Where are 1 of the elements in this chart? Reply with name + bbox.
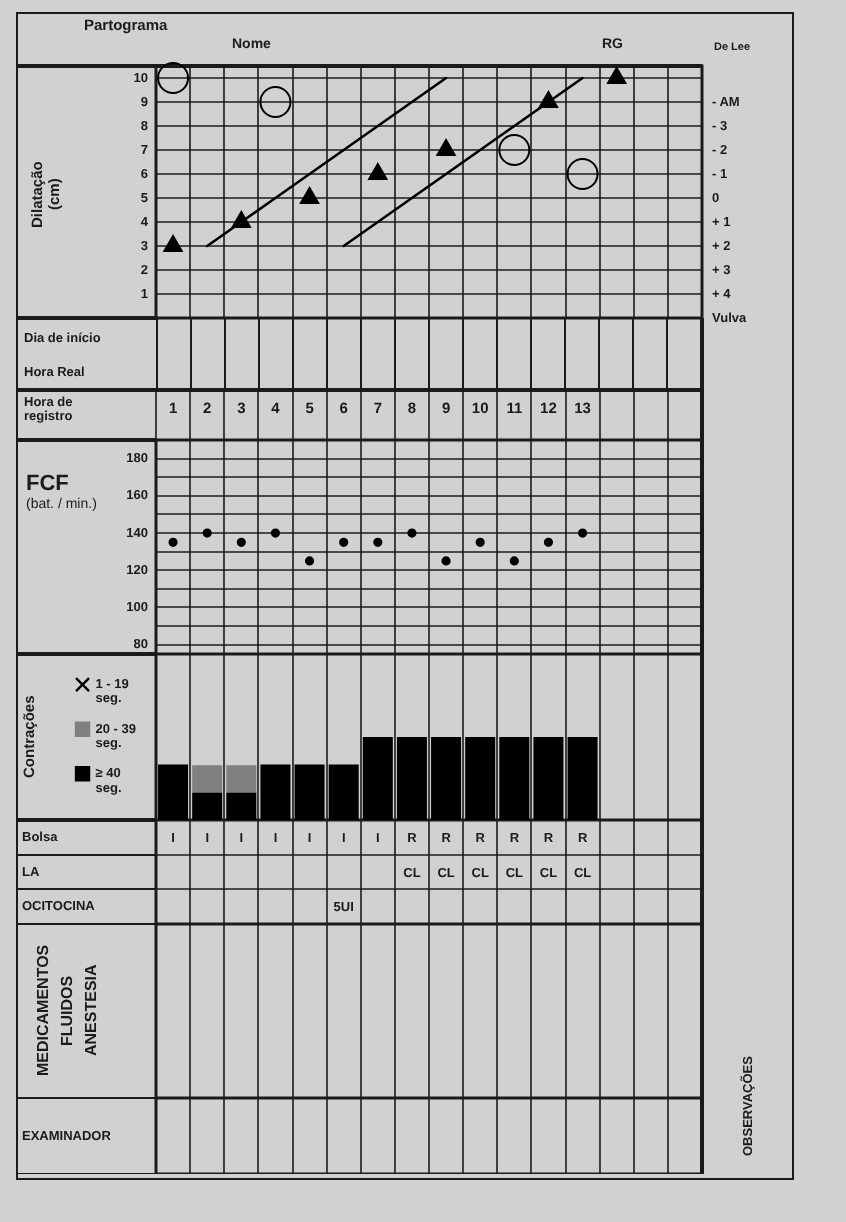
y-tick-label: MEDICAMENTOS FLUIDOS ANESTESIA (32, 942, 102, 1080)
